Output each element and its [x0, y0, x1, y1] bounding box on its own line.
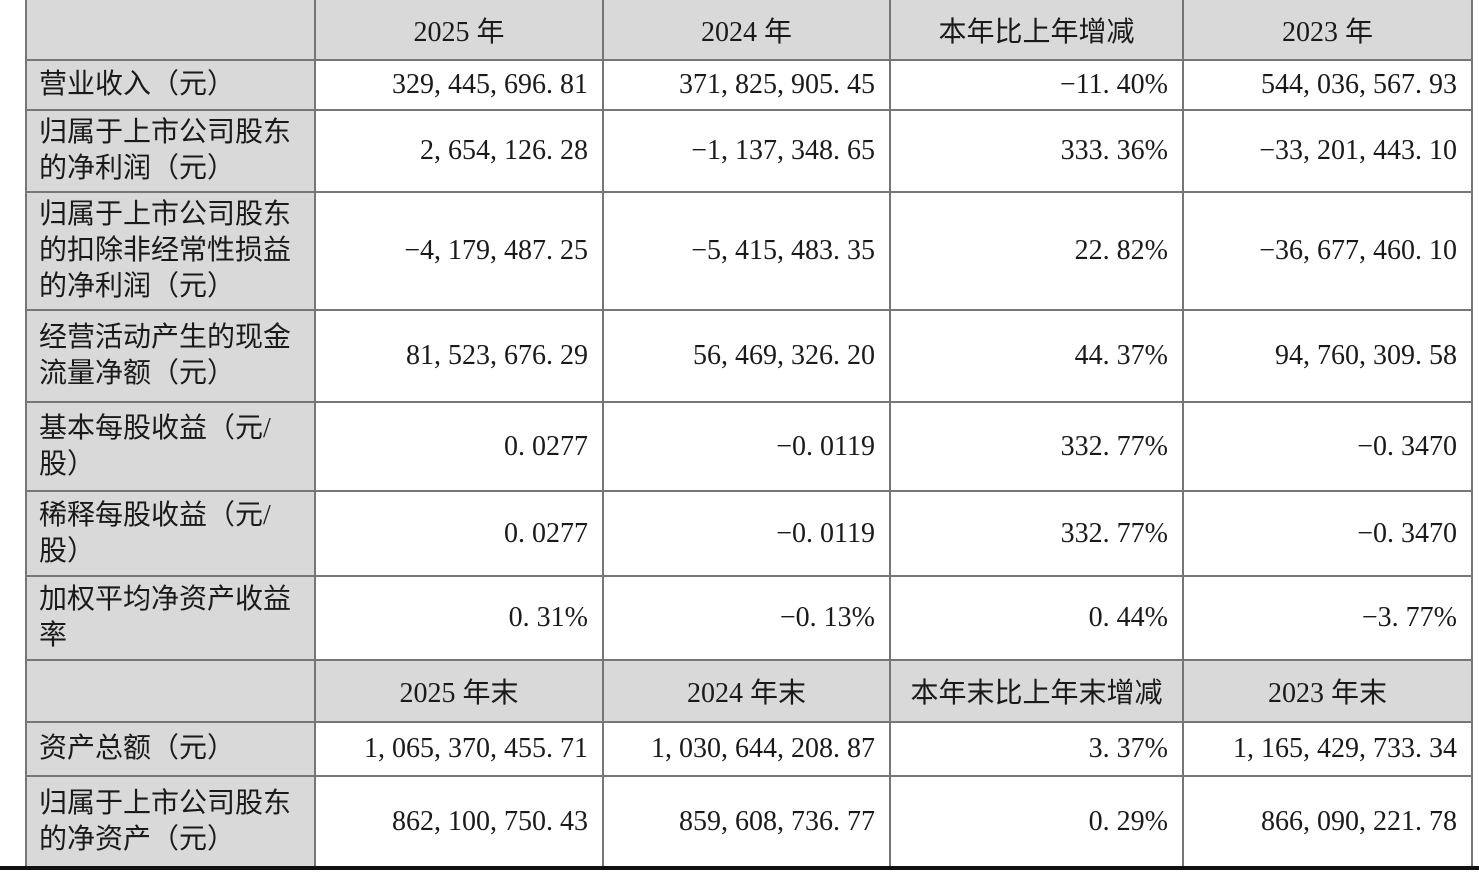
row-label: 基本每股收益（元/股） — [25, 401, 316, 492]
cell-value: 859, 608, 736. 77 — [602, 775, 891, 868]
column-header-2024-end: 2024 年末 — [602, 659, 891, 723]
row-label: 资产总额（元） — [25, 721, 316, 777]
column-header-year-end-change: 本年末比上年末增减 — [889, 659, 1184, 723]
cell-value: −0. 3470 — [1182, 401, 1473, 492]
table-row: 基本每股收益（元/股） 0. 0277 −0. 0119 332. 77% −0… — [25, 401, 1473, 492]
column-header-2024: 2024 年 — [602, 0, 891, 61]
table-row: 资产总额（元） 1, 065, 370, 455. 71 1, 030, 644… — [25, 721, 1473, 777]
table-row: 稀释每股收益（元/股） 0. 0277 −0. 0119 332. 77% −0… — [25, 490, 1473, 577]
row-label: 经营活动产生的现金流量净额（元） — [25, 309, 316, 403]
cell-value: 44. 37% — [889, 309, 1184, 403]
corner-cell — [25, 659, 316, 723]
cell-value: 866, 090, 221. 78 — [1182, 775, 1473, 868]
column-header-2025: 2025 年 — [314, 0, 604, 61]
row-label: 稀释每股收益（元/股） — [25, 490, 316, 577]
cell-value: −5, 415, 483. 35 — [602, 191, 891, 311]
bottom-rule-divider — [0, 866, 1479, 870]
cell-value: −0. 13% — [602, 575, 891, 661]
column-header-2023-end: 2023 年末 — [1182, 659, 1473, 723]
key-indicators-table: 2025 年 2024 年 本年比上年增减 2023 年 营业收入（元） 329… — [25, 0, 1473, 868]
row-label: 归属于上市公司股东的扣除非经常性损益的净利润（元） — [25, 191, 316, 311]
cell-value: 1, 165, 429, 733. 34 — [1182, 721, 1473, 777]
cell-value: −0. 0119 — [602, 490, 891, 577]
row-label: 归属于上市公司股东的净利润（元） — [25, 109, 316, 193]
cell-value: 862, 100, 750. 43 — [314, 775, 604, 868]
table-row: 归属于上市公司股东的净利润（元） 2, 654, 126. 28 −1, 137… — [25, 109, 1473, 193]
cell-value: 81, 523, 676. 29 — [314, 309, 604, 403]
cell-value: −3. 77% — [1182, 575, 1473, 661]
cell-value: 0. 0277 — [314, 490, 604, 577]
cell-value: 2, 654, 126. 28 — [314, 109, 604, 193]
cell-value: 22. 82% — [889, 191, 1184, 311]
cell-value: 329, 445, 696. 81 — [314, 59, 604, 111]
row-label: 加权平均净资产收益率 — [25, 575, 316, 661]
cell-value: 1, 065, 370, 455. 71 — [314, 721, 604, 777]
column-header-yoy-change: 本年比上年增减 — [889, 0, 1184, 61]
cell-value: −0. 0119 — [602, 401, 891, 492]
cell-value: 1, 030, 644, 208. 87 — [602, 721, 891, 777]
cell-value: 0. 44% — [889, 575, 1184, 661]
table-row: 归属于上市公司股东的净资产（元） 862, 100, 750. 43 859, … — [25, 775, 1473, 868]
table-row: 经营活动产生的现金流量净额（元） 81, 523, 676. 29 56, 46… — [25, 309, 1473, 403]
cell-value: −0. 3470 — [1182, 490, 1473, 577]
column-header-2023: 2023 年 — [1182, 0, 1473, 61]
column-header-2025-end: 2025 年末 — [314, 659, 604, 723]
cell-value: 0. 0277 — [314, 401, 604, 492]
cell-value: −36, 677, 460. 10 — [1182, 191, 1473, 311]
table-row: 归属于上市公司股东的扣除非经常性损益的净利润（元） −4, 179, 487. … — [25, 191, 1473, 311]
cell-value: −1, 137, 348. 65 — [602, 109, 891, 193]
corner-cell — [25, 0, 316, 61]
cell-value: 3. 37% — [889, 721, 1184, 777]
row-label: 营业收入（元） — [25, 59, 316, 111]
cell-value: 371, 825, 905. 45 — [602, 59, 891, 111]
row-label: 归属于上市公司股东的净资产（元） — [25, 775, 316, 868]
cell-value: 332. 77% — [889, 401, 1184, 492]
table-header-row-annual: 2025 年 2024 年 本年比上年增减 2023 年 — [25, 0, 1473, 61]
cell-value: 332. 77% — [889, 490, 1184, 577]
table-row: 营业收入（元） 329, 445, 696. 81 371, 825, 905.… — [25, 59, 1473, 111]
cell-value: 94, 760, 309. 58 — [1182, 309, 1473, 403]
cell-value: 333. 36% — [889, 109, 1184, 193]
cell-value: −33, 201, 443. 10 — [1182, 109, 1473, 193]
cell-value: 56, 469, 326. 20 — [602, 309, 891, 403]
cell-value: 544, 036, 567. 93 — [1182, 59, 1473, 111]
cell-value: 0. 29% — [889, 775, 1184, 868]
table-header-row-year-end: 2025 年末 2024 年末 本年末比上年末增减 2023 年末 — [25, 659, 1473, 723]
table-row: 加权平均净资产收益率 0. 31% −0. 13% 0. 44% −3. 77% — [25, 575, 1473, 661]
cell-value: −4, 179, 487. 25 — [314, 191, 604, 311]
cell-value: 0. 31% — [314, 575, 604, 661]
financial-summary-table: 2025 年 2024 年 本年比上年增减 2023 年 营业收入（元） 329… — [25, 0, 1473, 868]
cell-value: −11. 40% — [889, 59, 1184, 111]
